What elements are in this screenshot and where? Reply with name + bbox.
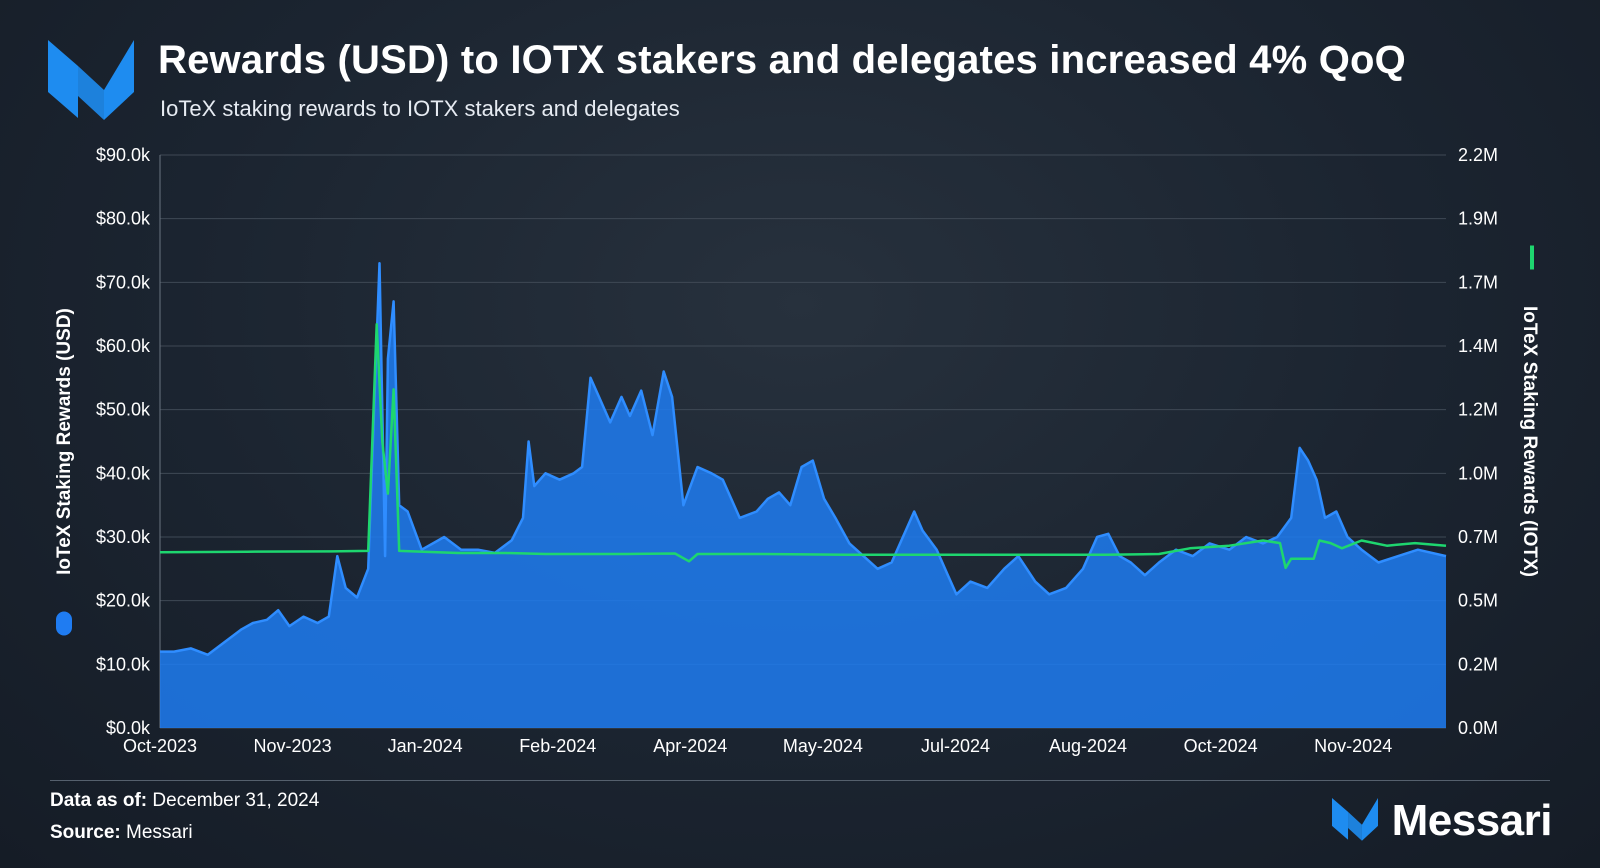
messari-brand-icon	[1331, 798, 1378, 841]
source-label: Source:	[50, 822, 121, 843]
x-tick-label: Aug-2024	[1049, 736, 1127, 756]
y-left-tick-label: $30.0k	[96, 527, 151, 547]
y-right-tick-label: 1.0M	[1458, 463, 1498, 483]
x-tick-label: Nov-2024	[1314, 736, 1392, 756]
usd-area-fill	[160, 263, 1446, 728]
y-right-tick-label: 1.7M	[1458, 272, 1498, 292]
y-right-legend: IoTeX Staking Rewards (IOTX)	[1519, 245, 1540, 577]
x-tick-label: Oct-2023	[123, 736, 197, 756]
usd-area-series	[160, 261, 1447, 728]
brand: Messari	[1330, 796, 1553, 846]
y-left-tick-label: $60.0k	[96, 336, 151, 356]
chart-title: Rewards (USD) to IOTX stakers and delega…	[158, 38, 1406, 82]
y-left-tick-label: $70.0k	[96, 272, 151, 292]
y-left-tick-label: $50.0k	[96, 400, 151, 420]
y-left-tick-label: $40.0k	[96, 463, 151, 483]
y-right-tick-label: 1.2M	[1458, 400, 1498, 420]
source-value: Messari	[126, 822, 193, 843]
y-left-tick-label: $10.0k	[96, 654, 151, 674]
x-tick-label: Jul-2024	[921, 736, 990, 756]
x-tick-label: Nov-2023	[254, 736, 332, 756]
y-right-tick-label: 1.9M	[1458, 209, 1498, 229]
axis-legends: IoTeX Staking Rewards (USD) IoTeX Staking…	[54, 245, 1540, 636]
y-left-tick-label: $0.0k	[106, 718, 151, 738]
brand-name: Messari	[1391, 796, 1553, 845]
y-left-legend: IoTeX Staking Rewards (USD)	[54, 308, 75, 636]
x-tick-label: Apr-2024	[653, 736, 727, 756]
y-right-tick-label: 0.5M	[1458, 591, 1498, 611]
x-tick-label: Feb-2024	[519, 736, 596, 756]
x-tick-label: Jan-2024	[388, 736, 463, 756]
y-right-tick-label: 1.4M	[1458, 336, 1498, 356]
y-left-axis-label: IoTeX Staking Rewards (USD)	[54, 308, 75, 575]
iotx-legend-marker	[1530, 245, 1534, 270]
y-right-tick-label: 0.0M	[1458, 718, 1498, 738]
y-right-axis-label: IoTeX Staking Rewards (IOTX)	[1519, 306, 1540, 577]
usd-legend-marker	[56, 611, 72, 636]
data-as-of-label: Data as of:	[50, 790, 148, 811]
iotx-line-series	[159, 323, 1447, 570]
y-left-tick-label: $90.0k	[96, 145, 151, 165]
data-as-of-value: December 31, 2024	[152, 790, 320, 811]
y-right-tick-label: 2.2M	[1458, 145, 1498, 165]
y-right-tick-label: 0.2M	[1458, 654, 1498, 674]
chart-subtitle: IoTeX staking rewards to IOTX stakers an…	[160, 96, 680, 121]
x-tick-label: May-2024	[783, 736, 863, 756]
y-left-tick-label: $80.0k	[96, 209, 151, 229]
x-tick-label: Oct-2024	[1184, 736, 1258, 756]
source: Source: Messari	[50, 822, 193, 844]
y-right-tick-label: 0.7M	[1458, 527, 1498, 547]
data-as-of: Data as of: December 31, 2024	[50, 790, 319, 812]
messari-logo-icon	[48, 40, 134, 120]
iotx-line	[159, 323, 1447, 570]
footer-divider	[50, 780, 1550, 781]
y-left-tick-label: $20.0k	[96, 591, 151, 611]
axis-ticks: $0.0k 0.0M $10.0k 0.2M $20.0k 0.5M $30.0k 0.7M $…	[96, 145, 1498, 756]
